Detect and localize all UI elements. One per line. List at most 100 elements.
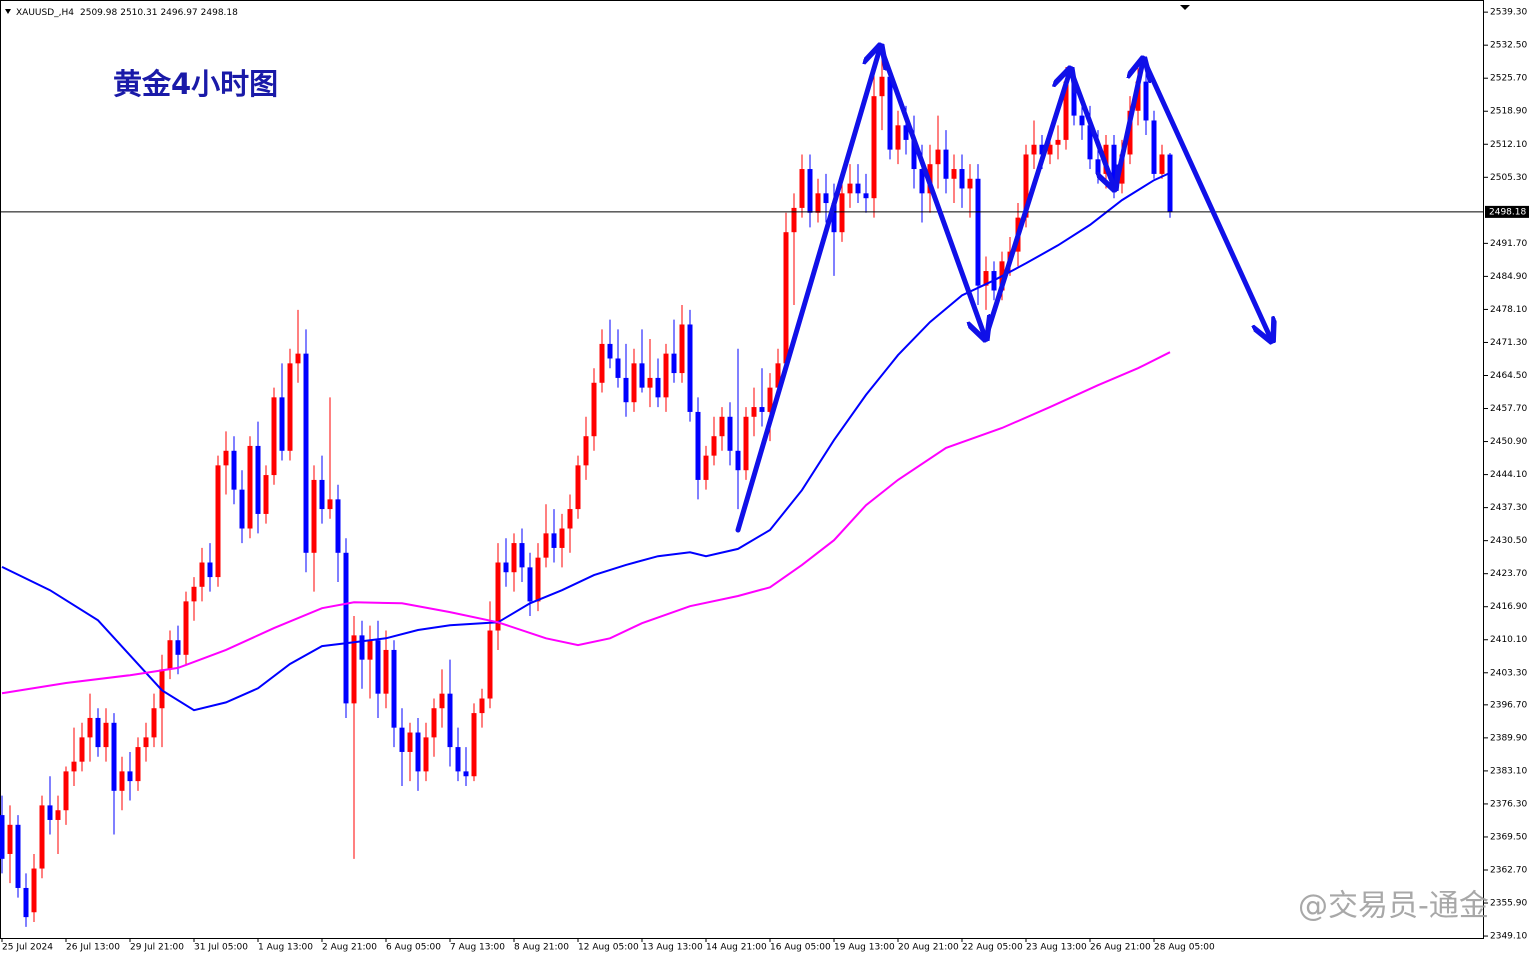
candle-body bbox=[431, 708, 437, 738]
candle-body bbox=[983, 271, 989, 286]
candle-body bbox=[279, 397, 285, 451]
candle-body bbox=[231, 450, 237, 490]
trend-arrows bbox=[735, 45, 1271, 533]
candle-body bbox=[463, 771, 469, 777]
candle-body bbox=[39, 805, 45, 869]
candle-body bbox=[911, 139, 917, 170]
candle-body bbox=[695, 411, 701, 480]
candle-body bbox=[791, 207, 797, 233]
moving-average bbox=[1, 171, 1171, 712]
candle-body bbox=[527, 567, 533, 602]
x-tick-label: 2 Aug 21:00 bbox=[322, 943, 377, 953]
candle-body bbox=[823, 193, 829, 204]
y-tick-label: 2532.50 bbox=[1490, 41, 1527, 51]
candle-body bbox=[455, 747, 461, 772]
candle-body bbox=[551, 533, 557, 548]
candle-body bbox=[607, 343, 613, 359]
candle-body bbox=[207, 562, 213, 578]
candle-body bbox=[31, 868, 37, 913]
candle-body bbox=[575, 465, 581, 510]
y-tick-label: 2484.90 bbox=[1490, 272, 1527, 282]
candle-body bbox=[703, 455, 709, 480]
symbol: XAUUSD_,H4 bbox=[16, 8, 74, 18]
candle-body bbox=[439, 693, 445, 709]
candle-body bbox=[239, 489, 245, 529]
candle-body bbox=[55, 810, 61, 820]
candle-body bbox=[327, 499, 333, 510]
candle-body bbox=[191, 586, 197, 602]
candle-body bbox=[543, 533, 549, 558]
candle-body bbox=[15, 824, 21, 888]
candle-body bbox=[631, 363, 637, 403]
x-tick-label: 6 Aug 05:00 bbox=[386, 943, 441, 953]
x-tick-label: 16 Aug 05:00 bbox=[770, 943, 831, 953]
y-tick-label: 2444.10 bbox=[1490, 470, 1527, 480]
y-tick-label: 2539.30 bbox=[1490, 8, 1527, 18]
candle-body bbox=[471, 713, 477, 777]
candle-body bbox=[407, 732, 413, 752]
low: 2496.97 bbox=[160, 8, 197, 18]
x-tick-label: 23 Aug 13:00 bbox=[1026, 943, 1087, 953]
candle-body bbox=[343, 552, 349, 704]
candle-body bbox=[655, 377, 661, 398]
candle-body bbox=[287, 363, 293, 451]
candle-body bbox=[423, 737, 429, 772]
candle-body bbox=[151, 708, 157, 738]
candle-body bbox=[615, 358, 621, 378]
candle-body bbox=[1143, 81, 1149, 121]
candle-body bbox=[871, 96, 877, 199]
y-tick-label: 2383.10 bbox=[1490, 766, 1527, 776]
candle-body bbox=[719, 416, 725, 437]
candle-body bbox=[959, 169, 965, 189]
y-tick-label: 2389.90 bbox=[1490, 733, 1527, 743]
candle-body bbox=[71, 761, 77, 772]
candle-body bbox=[271, 397, 277, 476]
moving-average bbox=[1, 351, 1171, 695]
y-tick-label: 2369.50 bbox=[1490, 832, 1527, 842]
x-tick-label: 22 Aug 05:00 bbox=[962, 943, 1023, 953]
candle-body bbox=[775, 363, 781, 388]
candle-body bbox=[1087, 125, 1093, 160]
price-label-box bbox=[1485, 205, 1529, 218]
candle-body bbox=[639, 363, 645, 388]
candle-body bbox=[1023, 154, 1029, 218]
y-tick-label: 2416.90 bbox=[1490, 602, 1527, 612]
y-tick-label: 2471.30 bbox=[1490, 338, 1527, 348]
y-tick-label: 2491.70 bbox=[1490, 239, 1527, 249]
candle-body bbox=[503, 562, 509, 573]
candle-body bbox=[391, 649, 397, 728]
candle-body bbox=[255, 445, 261, 514]
candle-body bbox=[303, 353, 309, 553]
y-tick-label: 2464.50 bbox=[1490, 371, 1527, 381]
candle-body bbox=[487, 630, 493, 699]
candle-body bbox=[1095, 159, 1101, 174]
y-tick-label: 2525.70 bbox=[1490, 74, 1527, 84]
candle-body bbox=[511, 543, 517, 573]
candle-body bbox=[1031, 144, 1037, 155]
x-tick-label: 28 Aug 05:00 bbox=[1154, 943, 1215, 953]
candle-body bbox=[183, 601, 189, 655]
candle-body bbox=[807, 169, 813, 213]
x-tick-label: 1 Aug 13:00 bbox=[258, 943, 313, 953]
candle-body bbox=[799, 169, 805, 208]
high: 2510.31 bbox=[120, 8, 157, 18]
candle-body bbox=[783, 232, 789, 364]
arrow bbox=[1112, 61, 1143, 193]
candle-body bbox=[1151, 120, 1157, 174]
candle-body bbox=[215, 465, 221, 578]
candle-body bbox=[1047, 144, 1053, 155]
header: XAUUSD_,H4 2509.98 2510.31 2496.97 2498.18 bbox=[16, 8, 238, 18]
candle-body bbox=[767, 387, 773, 412]
x-tick-label: 26 Jul 13:00 bbox=[66, 943, 120, 953]
candle-body bbox=[135, 747, 141, 782]
y-tick-label: 2437.30 bbox=[1490, 503, 1527, 513]
candle-body bbox=[175, 640, 181, 655]
candle-body bbox=[879, 76, 885, 97]
y-tick-label: 2396.70 bbox=[1490, 700, 1527, 710]
candle-body bbox=[679, 324, 685, 374]
y-tick-label: 2410.10 bbox=[1490, 635, 1527, 645]
candle-body bbox=[167, 640, 173, 670]
arrow bbox=[1140, 55, 1271, 339]
candle-body bbox=[23, 887, 29, 918]
candle-body bbox=[591, 382, 597, 437]
